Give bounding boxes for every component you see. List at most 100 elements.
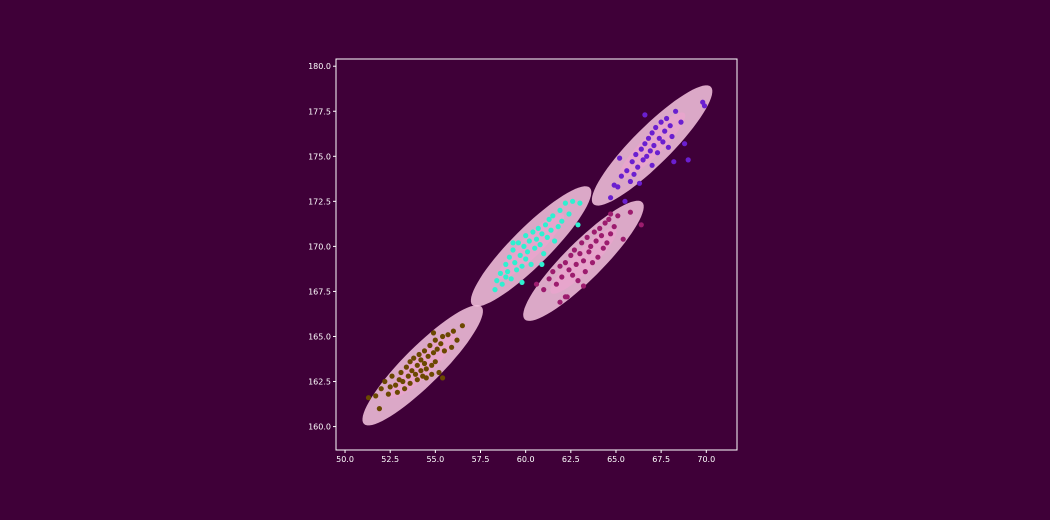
data-point-series-3 (608, 231, 614, 237)
data-point-series-1 (454, 337, 460, 343)
data-point-series-4 (649, 130, 655, 136)
data-point-series-2 (503, 261, 509, 267)
data-point-series-1 (423, 366, 429, 372)
data-point-series-1 (459, 323, 465, 329)
data-point-series-3 (586, 249, 592, 255)
data-point-series-3 (571, 247, 578, 253)
data-point-series-2 (550, 213, 556, 219)
data-point-series-3 (546, 276, 552, 282)
x-tick-label: 60.0 (517, 455, 535, 464)
data-point-series-1 (430, 330, 437, 336)
data-point-series-3 (589, 260, 596, 266)
x-tick-label: 57.5 (472, 455, 490, 464)
y-tick-label: 170.0 (308, 242, 331, 251)
data-point-series-2 (514, 267, 520, 273)
data-point-series-4 (631, 171, 637, 177)
data-point-series-2 (552, 238, 558, 244)
data-point-series-1 (405, 373, 411, 379)
data-point-series-2 (559, 218, 565, 224)
data-point-series-4 (656, 135, 662, 141)
data-point-series-1 (427, 342, 433, 349)
data-point-series-3 (573, 261, 579, 267)
x-tick-label: 52.5 (381, 455, 399, 464)
x-tick-label: 55.0 (426, 455, 444, 464)
data-point-series-3 (541, 287, 547, 293)
data-point-series-1 (418, 357, 424, 363)
data-point-series-2 (542, 222, 549, 228)
data-point-series-4 (622, 198, 628, 204)
data-point-series-1 (434, 346, 440, 352)
data-point-series-4 (662, 128, 668, 134)
data-point-series-4 (644, 153, 650, 159)
data-point-series-1 (450, 328, 456, 334)
data-point-series-4 (617, 155, 623, 161)
data-point-series-1 (412, 371, 419, 377)
data-point-series-3 (580, 283, 587, 289)
data-point-series-4 (645, 135, 652, 141)
data-point-series-2 (512, 260, 518, 266)
x-tick-label: 70.0 (697, 455, 715, 464)
data-point-series-3 (577, 251, 583, 257)
data-point-series-1 (409, 368, 415, 374)
data-point-series-2 (544, 234, 550, 240)
data-point-series-4 (658, 119, 664, 125)
data-point-series-2 (528, 261, 534, 267)
x-tick-label: 62.5 (562, 455, 580, 464)
data-point-series-3 (588, 243, 594, 249)
data-point-series-3 (611, 224, 617, 230)
data-point-series-1 (400, 378, 406, 385)
data-point-series-2 (539, 231, 545, 237)
data-point-series-3 (582, 269, 588, 275)
data-point-series-2 (510, 240, 516, 246)
data-point-series-4 (624, 168, 630, 174)
data-point-series-4 (682, 141, 688, 147)
data-point-series-1 (403, 364, 409, 370)
data-point-series-1 (423, 375, 429, 381)
data-point-series-3 (597, 225, 603, 231)
data-point-series-2 (533, 236, 540, 242)
data-point-series-1 (421, 360, 428, 367)
data-point-series-1 (429, 362, 435, 368)
data-point-series-4 (642, 141, 648, 147)
data-point-series-4 (638, 146, 644, 152)
y-tick-label: 172.5 (308, 197, 331, 206)
x-tick-label: 50.0 (336, 455, 354, 464)
data-point-series-3 (533, 281, 540, 287)
data-point-series-2 (492, 287, 498, 293)
data-point-series-4 (636, 180, 643, 186)
data-point-series-2 (575, 222, 581, 228)
data-point-series-2 (557, 207, 563, 213)
data-point-series-3 (570, 272, 576, 278)
data-point-series-3 (562, 260, 569, 266)
data-point-series-1 (440, 375, 446, 381)
data-point-series-2 (494, 278, 500, 284)
data-point-series-3 (600, 245, 606, 251)
data-point-series-3 (557, 263, 563, 269)
data-point-series-1 (411, 355, 417, 361)
data-point-series-3 (559, 274, 565, 280)
data-point-series-1 (432, 359, 438, 365)
data-point-series-3 (584, 234, 590, 240)
x-axis: 50.0 52.5 55.0 57.5 60.0 62.5 65.0 67.5 70.0 (336, 450, 715, 464)
data-point-series-3 (568, 252, 574, 258)
data-point-series-4 (651, 142, 657, 149)
data-point-series-2 (524, 249, 531, 255)
data-point-series-1 (394, 389, 400, 395)
data-point-series-3 (638, 222, 644, 228)
data-point-series-2 (577, 200, 583, 206)
data-point-series-4 (664, 115, 670, 122)
data-point-series-1 (393, 382, 399, 388)
data-point-series-2 (546, 216, 552, 222)
data-point-series-2 (566, 211, 572, 217)
data-point-series-2 (530, 229, 536, 235)
data-point-series-2 (505, 269, 511, 275)
data-point-series-1 (441, 348, 447, 354)
data-point-series-2 (499, 281, 505, 287)
data-point-series-2 (497, 270, 503, 276)
y-tick-label: 160.0 (308, 423, 331, 432)
y-tick-label: 167.5 (308, 287, 331, 296)
data-point-series-4 (629, 159, 635, 165)
data-point-series-1 (407, 380, 413, 386)
data-point-series-1 (373, 393, 379, 399)
